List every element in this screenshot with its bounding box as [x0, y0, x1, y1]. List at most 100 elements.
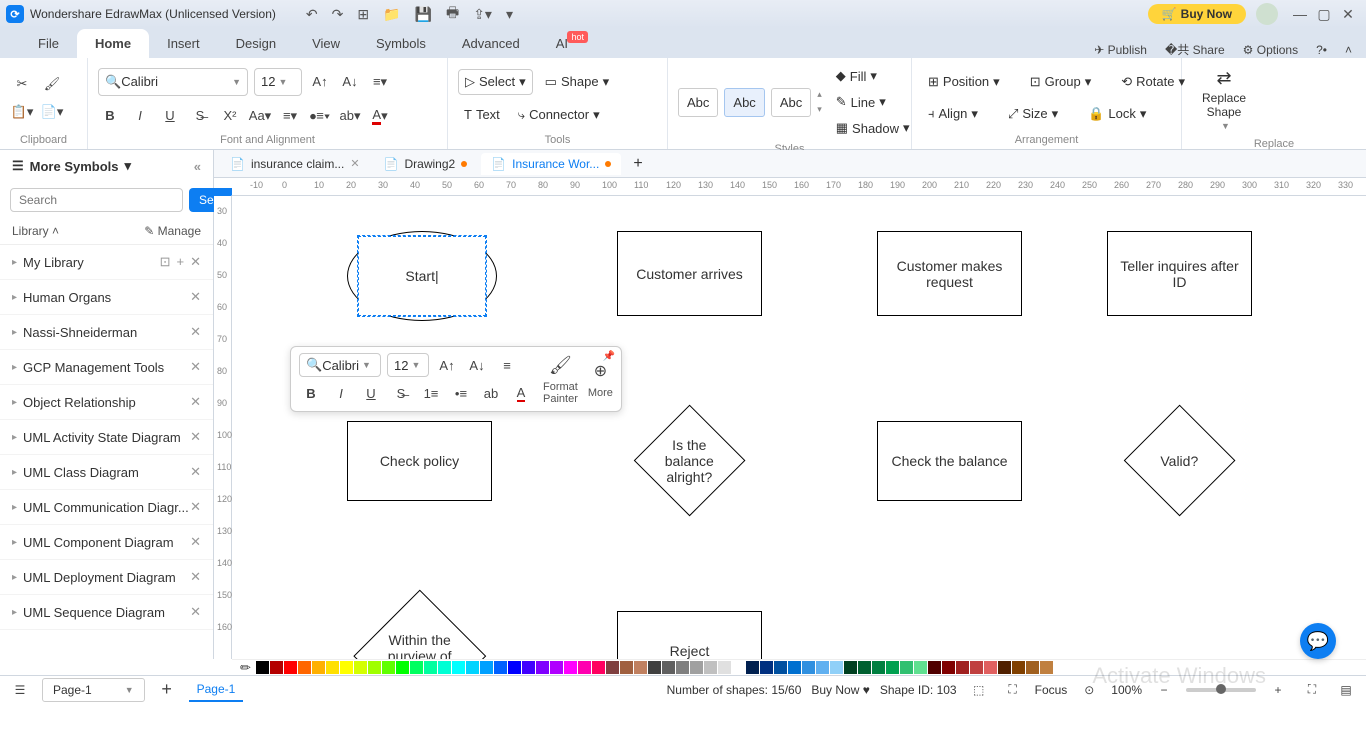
color-swatch[interactable]: [718, 661, 731, 674]
flowchart-node-reject[interactable]: Reject: [617, 611, 762, 659]
bold-icon[interactable]: B: [98, 104, 122, 128]
color-swatch[interactable]: [284, 661, 297, 674]
flowchart-node-valid[interactable]: Valid?: [1123, 405, 1235, 517]
flowchart-node-balance[interactable]: Is the balance alright?: [633, 405, 745, 517]
color-swatch[interactable]: [340, 661, 353, 674]
library-item[interactable]: ▸Object Relationship✕: [0, 385, 213, 420]
zoom-in[interactable]: +: [1266, 678, 1290, 702]
color-swatch[interactable]: [830, 661, 843, 674]
publish-button[interactable]: ✈ Publish: [1094, 43, 1147, 57]
buy-now-button[interactable]: 🛒 Buy Now: [1148, 4, 1246, 24]
menu-ai[interactable]: AIhot: [538, 29, 586, 58]
align-menu-icon[interactable]: ≡▾: [368, 70, 392, 94]
color-swatch[interactable]: [746, 661, 759, 674]
color-swatch[interactable]: [382, 661, 395, 674]
line-button[interactable]: ✎ Line▾: [830, 90, 916, 114]
color-swatch[interactable]: [480, 661, 493, 674]
color-swatch[interactable]: [550, 661, 563, 674]
library-item[interactable]: ▸UML Class Diagram✕: [0, 455, 213, 490]
copy-icon[interactable]: 📋▾: [10, 100, 34, 124]
focus-icon[interactable]: ⛶: [1001, 678, 1025, 702]
float-grow-font[interactable]: A↑: [435, 353, 459, 377]
page-select[interactable]: Page-1 ▼: [42, 678, 145, 702]
cut-icon[interactable]: ✂: [10, 72, 34, 96]
select-tool[interactable]: ▷ Select▾: [458, 69, 533, 95]
doc-tab[interactable]: 📄Drawing2: [374, 153, 478, 175]
flowchart-node-start[interactable]: Start|: [347, 231, 497, 321]
doc-tab[interactable]: 📄Insurance Wor...: [481, 153, 621, 175]
float-font-select[interactable]: 🔍Calibri▼: [299, 353, 381, 377]
library-item[interactable]: ▸UML Communication Diagr...✕: [0, 490, 213, 525]
color-swatch[interactable]: [704, 661, 717, 674]
color-swatch[interactable]: [690, 661, 703, 674]
canvas[interactable]: Start|Customer arrivesCustomer makes req…: [232, 196, 1366, 659]
float-bold[interactable]: B: [299, 381, 323, 405]
format-painter-icon[interactable]: 🖌: [40, 72, 64, 96]
color-swatch[interactable]: [760, 661, 773, 674]
float-numbered[interactable]: 1≡: [419, 381, 443, 405]
color-swatch[interactable]: [984, 661, 997, 674]
doc-tab[interactable]: 📄insurance claim...✕: [220, 153, 370, 175]
color-swatch[interactable]: [788, 661, 801, 674]
color-swatch[interactable]: [466, 661, 479, 674]
library-item[interactable]: ▸My Library⊡+✕: [0, 245, 213, 280]
color-swatch[interactable]: [872, 661, 885, 674]
color-swatch[interactable]: [844, 661, 857, 674]
style-scroll-down[interactable]: ▾: [817, 104, 822, 115]
shape-tool[interactable]: ▭ Shape▾: [539, 70, 615, 94]
color-swatch[interactable]: [648, 661, 661, 674]
color-swatch[interactable]: [970, 661, 983, 674]
menu-design[interactable]: Design: [218, 29, 294, 58]
highlight-icon[interactable]: ab▾: [338, 104, 362, 128]
style-preset-1[interactable]: Abc: [678, 88, 718, 117]
color-swatch[interactable]: [900, 661, 913, 674]
save-icon[interactable]: 💾: [415, 6, 432, 23]
help-icon[interactable]: ?•: [1316, 43, 1327, 57]
menu-insert[interactable]: Insert: [149, 29, 218, 58]
color-swatch[interactable]: [886, 661, 899, 674]
underline-icon[interactable]: U: [158, 104, 182, 128]
menu-symbols[interactable]: Symbols: [358, 29, 444, 58]
float-highlight[interactable]: ab: [479, 381, 503, 405]
library-item[interactable]: ▸Nassi-Shneiderman✕: [0, 315, 213, 350]
page-tab-active[interactable]: Page-1: [189, 678, 244, 702]
flowchart-node-arrives[interactable]: Customer arrives: [617, 231, 762, 316]
float-underline[interactable]: U: [359, 381, 383, 405]
color-swatch[interactable]: [256, 661, 269, 674]
color-swatch[interactable]: [662, 661, 675, 674]
color-swatch[interactable]: [606, 661, 619, 674]
color-swatch[interactable]: [298, 661, 311, 674]
symbols-header[interactable]: ☰ More Symbols▾ «: [0, 150, 213, 182]
fit-page-icon[interactable]: ⛶: [1300, 678, 1324, 702]
float-bullets[interactable]: •≡: [449, 381, 473, 405]
italic-icon[interactable]: I: [128, 104, 152, 128]
maximize-button[interactable]: ▢: [1312, 6, 1336, 23]
color-swatch[interactable]: [1026, 661, 1039, 674]
library-item[interactable]: ▸Human Organs✕: [0, 280, 213, 315]
menu-advanced[interactable]: Advanced: [444, 29, 538, 58]
color-swatch[interactable]: [998, 661, 1011, 674]
color-swatch[interactable]: [956, 661, 969, 674]
flowchart-node-purview[interactable]: Within the purview of the policy: [353, 590, 485, 659]
color-swatch[interactable]: [676, 661, 689, 674]
redo-icon[interactable]: ↷: [332, 6, 344, 23]
chat-fab[interactable]: 💬: [1300, 623, 1336, 659]
eyedropper-icon[interactable]: ✏: [240, 660, 251, 676]
flowchart-node-checkbal[interactable]: Check the balance: [877, 421, 1022, 501]
collapse-ribbon-icon[interactable]: ˄: [1345, 43, 1352, 57]
grow-font-icon[interactable]: A↑: [308, 70, 332, 94]
color-swatch[interactable]: [774, 661, 787, 674]
color-swatch[interactable]: [270, 661, 283, 674]
color-swatch[interactable]: [536, 661, 549, 674]
flowchart-node-teller[interactable]: Teller inquires after ID: [1107, 231, 1252, 316]
color-swatch[interactable]: [816, 661, 829, 674]
color-swatch[interactable]: [522, 661, 535, 674]
status-buy-now[interactable]: Buy Now ♥: [811, 683, 870, 697]
symbol-search-input[interactable]: [10, 188, 183, 212]
new-icon[interactable]: ⊞: [357, 6, 369, 23]
strike-icon[interactable]: S̶: [188, 104, 212, 128]
superscript-icon[interactable]: X²: [218, 104, 242, 128]
connector-tool[interactable]: ⤷ Connector▾: [512, 103, 606, 127]
more-icon[interactable]: ▾: [506, 6, 513, 23]
color-swatch[interactable]: [732, 661, 745, 674]
